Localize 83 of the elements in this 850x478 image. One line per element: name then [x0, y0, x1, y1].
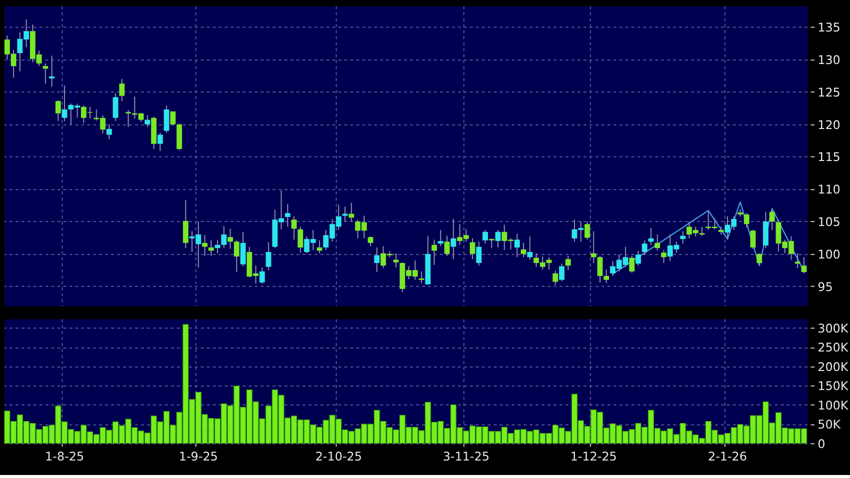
candlestick — [750, 229, 756, 250]
candlestick — [119, 78, 125, 102]
x-tick-label: 1-9-25 — [178, 450, 218, 464]
candlestick — [259, 267, 265, 284]
candlestick — [636, 250, 641, 266]
candlestick — [699, 226, 705, 236]
candlestick — [590, 230, 596, 264]
candlestick — [221, 226, 227, 249]
y-tick-label: 115 — [818, 150, 840, 164]
candlestick — [170, 110, 176, 126]
y-tick-label: 0 — [818, 436, 826, 451]
candlestick — [565, 255, 571, 271]
candlestick — [208, 240, 214, 256]
candlestick — [482, 229, 488, 244]
candlestick — [744, 212, 750, 228]
candlestick — [584, 221, 590, 240]
candlestick — [661, 250, 666, 264]
candlestick — [495, 229, 501, 248]
candlestick — [374, 246, 380, 273]
candlestick — [763, 211, 768, 249]
candlestick — [769, 208, 775, 230]
candlestick — [126, 110, 131, 128]
y-tick-label: 110 — [818, 182, 840, 197]
candlestick — [488, 238, 494, 249]
candlestick — [55, 100, 61, 122]
x-tick-label: 2-1-26 — [708, 450, 747, 464]
candlestick — [291, 216, 297, 240]
candlestick — [604, 268, 610, 284]
candlestick — [228, 228, 233, 250]
candlestick — [284, 204, 290, 228]
y-tick-label: 150K — [818, 379, 850, 394]
candlestick — [234, 240, 240, 273]
candlestick — [801, 256, 807, 274]
candlestick — [527, 236, 533, 260]
candlestick — [629, 255, 635, 274]
y-tick-label: 95 — [818, 280, 833, 294]
candlestick — [438, 229, 444, 247]
candlestick — [418, 270, 424, 284]
candlestick — [42, 62, 48, 84]
candlestick — [348, 202, 354, 222]
candlestick — [552, 270, 558, 286]
x-tick-label: 3-11-25 — [442, 450, 490, 464]
candlestick — [266, 242, 272, 271]
candlestick — [514, 233, 520, 258]
y-tick-label: 135 — [818, 20, 840, 35]
x-tick-label: 1-8-25 — [45, 450, 84, 464]
candlestick — [470, 238, 476, 260]
candlestick — [756, 252, 762, 266]
candlestick — [432, 239, 437, 266]
candlestick — [112, 92, 118, 122]
candlestick — [182, 200, 188, 249]
candlestick — [654, 234, 660, 252]
y-tick-label: 105 — [818, 215, 840, 230]
candlestick — [597, 255, 603, 283]
candlestick — [368, 236, 374, 247]
y-tick-label: 50K — [818, 418, 842, 432]
y-tick-label: 100 — [818, 247, 840, 262]
x-tick-label: 1-12-25 — [570, 450, 617, 464]
x-tick-label: 2-10-25 — [315, 450, 362, 464]
candlestick — [62, 85, 68, 122]
candlestick — [298, 226, 304, 254]
candlestick — [680, 230, 686, 244]
y-tick-label: 300K — [818, 321, 850, 336]
y-tick-label: 125 — [818, 85, 840, 100]
y-tick-label: 100K — [818, 398, 850, 412]
candlestick — [202, 234, 208, 256]
y-tick-label: 250K — [818, 340, 850, 355]
y-tick-label: 200K — [818, 360, 850, 374]
candlestick — [444, 235, 450, 256]
candlestick — [794, 252, 800, 269]
y-tick-label: 130 — [818, 53, 840, 68]
candlestick — [642, 240, 648, 256]
candlestick — [106, 124, 112, 140]
candlestick — [476, 241, 482, 266]
candlestick — [157, 132, 163, 152]
candlestick — [164, 105, 170, 134]
candlestick — [520, 242, 526, 258]
candlestick — [559, 263, 564, 282]
candlestick — [144, 114, 150, 128]
candlestick — [49, 55, 54, 88]
candlestick — [240, 231, 246, 267]
candlestick — [450, 218, 456, 260]
y-tick-label: 120 — [818, 118, 840, 132]
